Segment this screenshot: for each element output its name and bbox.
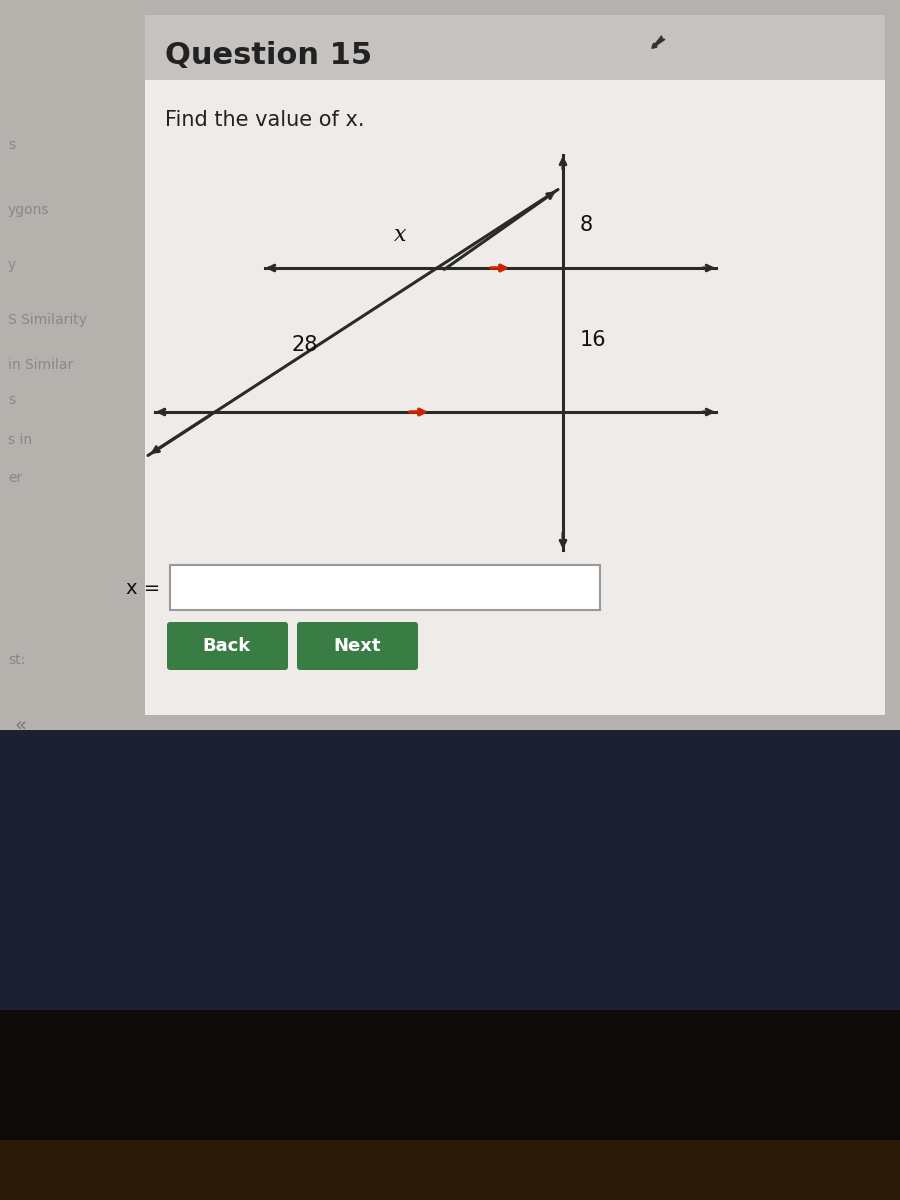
Bar: [145, 14, 885, 80]
Text: S Similarity: S Similarity: [8, 313, 87, 326]
Text: er: er: [8, 470, 22, 485]
Text: Find the value of x.: Find the value of x.: [165, 110, 364, 130]
Text: ygons: ygons: [8, 203, 50, 217]
Text: 28: 28: [292, 335, 319, 355]
FancyBboxPatch shape: [297, 622, 418, 670]
Text: y: y: [8, 258, 16, 272]
Text: x: x: [394, 224, 406, 246]
Text: Back: Back: [202, 637, 251, 655]
Text: st:: st:: [8, 653, 25, 667]
Text: in Similar: in Similar: [8, 358, 73, 372]
Text: 16: 16: [580, 330, 607, 350]
Bar: [0, 1140, 900, 1200]
Text: x =: x =: [126, 578, 160, 598]
Bar: [0, 0, 900, 730]
Bar: [170, 565, 600, 610]
Text: s in: s in: [8, 433, 32, 446]
Bar: [0, 1010, 900, 1200]
Text: 8: 8: [580, 215, 593, 235]
Text: Question 15: Question 15: [165, 41, 372, 70]
Text: s: s: [8, 138, 15, 152]
Bar: [145, 14, 885, 715]
Text: s: s: [8, 392, 15, 407]
Text: Next: Next: [333, 637, 381, 655]
FancyBboxPatch shape: [167, 622, 288, 670]
Bar: [0, 730, 900, 1010]
Text: «: «: [15, 715, 27, 734]
